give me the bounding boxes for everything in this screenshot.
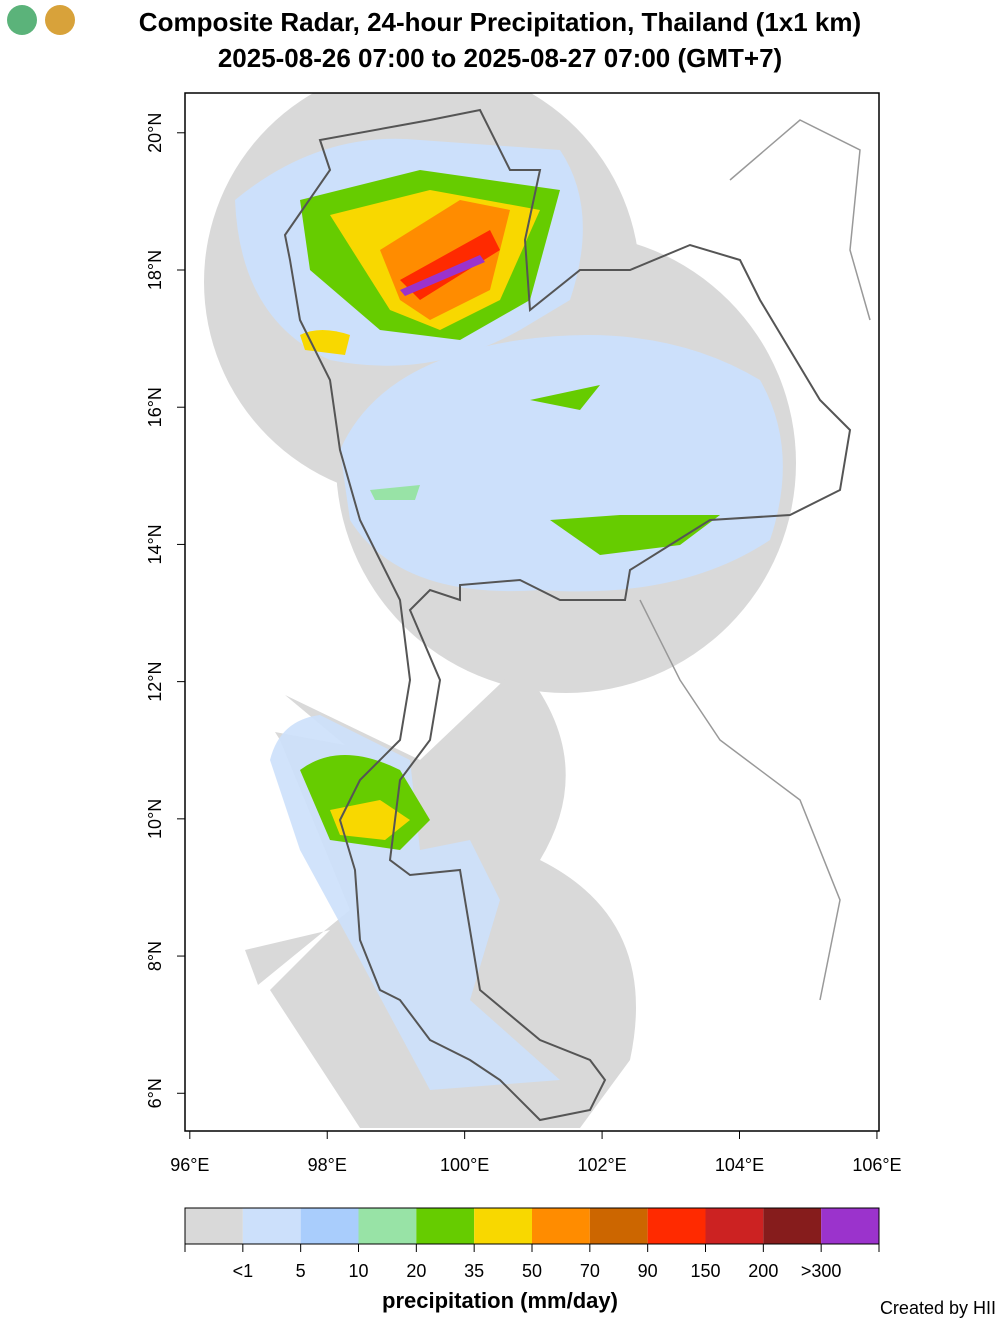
color-cell [358, 1208, 417, 1244]
credit: Created by HII [880, 1298, 996, 1318]
colorbar-label: 10 [348, 1261, 368, 1281]
colorbar-label: 150 [690, 1261, 720, 1281]
y-tick-label: 20°N [145, 113, 165, 153]
axes: 96°E 98°E 100°E 102°E 104°E 106°E 6°N 8°N 10°N 12… [145, 113, 902, 1175]
colorbar-label: 70 [580, 1261, 600, 1281]
colorbar-label: 5 [296, 1261, 306, 1281]
color-cell [242, 1208, 301, 1244]
x-tick-label: 106°E [852, 1155, 901, 1175]
subtitle: 2025-08-26 07:00 to 2025-08-27 07:00 (GM… [218, 43, 782, 73]
y-tick-label: 12°N [145, 662, 165, 702]
color-cell [647, 1208, 706, 1244]
y-tick-label: 18°N [145, 250, 165, 290]
colorbar-label: 20 [406, 1261, 426, 1281]
y-tick-label: 14°N [145, 524, 165, 564]
color-cell [300, 1208, 359, 1244]
colorbar-label: 90 [638, 1261, 658, 1281]
y-tick-label: 6°N [145, 1078, 165, 1108]
y-tick-label: 16°N [145, 387, 165, 427]
colorbar-label: 35 [464, 1261, 484, 1281]
color-cell [763, 1208, 822, 1244]
x-tick-label: 104°E [715, 1155, 764, 1175]
x-tick-label: 102°E [577, 1155, 626, 1175]
colorbar-label: 50 [522, 1261, 542, 1281]
title: Composite Radar, 24-hour Precipitation, … [139, 7, 861, 37]
x-tick-label: 100°E [440, 1155, 489, 1175]
colorbar-label: <1 [233, 1261, 254, 1281]
color-cell [532, 1208, 590, 1244]
colorbar-title: precipitation (mm/day) [382, 1288, 618, 1313]
y-tick-label: 8°N [145, 941, 165, 971]
x-tick-label: 98°E [308, 1155, 347, 1175]
radar-map [204, 93, 871, 1128]
color-cell [705, 1208, 764, 1244]
color-cell [821, 1208, 879, 1244]
colorbar: <1 5 10 20 35 50 70 90 150 200 >300 [184, 1207, 880, 1281]
color-cell [589, 1208, 648, 1244]
x-tick-label: 96°E [170, 1155, 209, 1175]
color-cell [474, 1208, 532, 1244]
y-tick-label: 10°N [145, 799, 165, 839]
color-cell [416, 1208, 475, 1244]
map-frame [184, 92, 880, 1132]
colorbar-label: >300 [801, 1261, 842, 1281]
color-cell [185, 1208, 243, 1244]
logos [7, 5, 75, 35]
colorbar-label: 200 [748, 1261, 778, 1281]
